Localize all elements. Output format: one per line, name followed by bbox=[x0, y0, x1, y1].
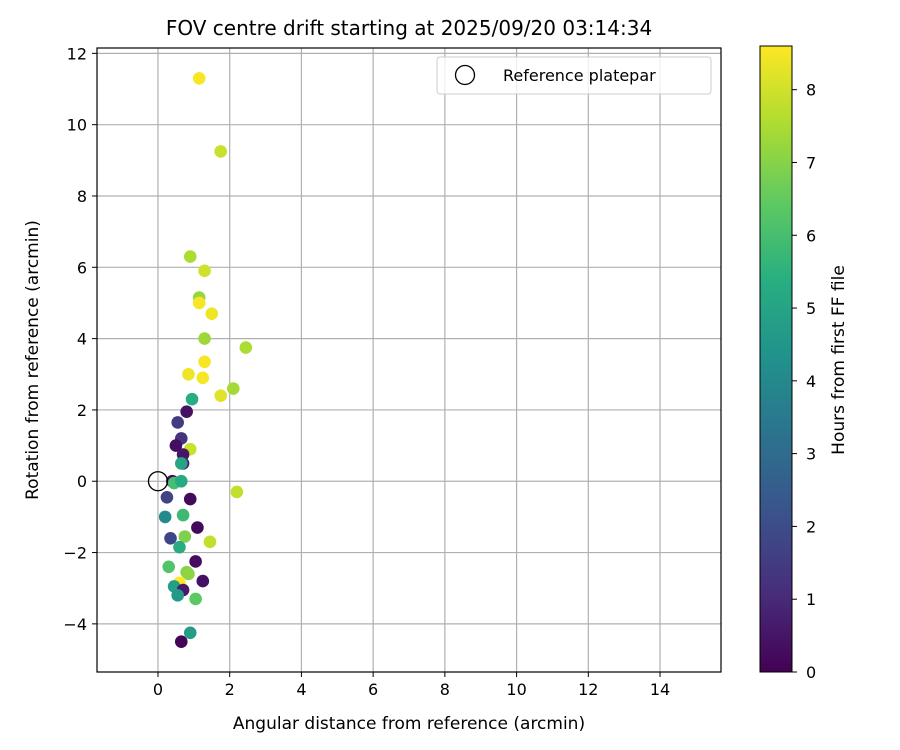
data-point bbox=[226, 382, 240, 395]
data-point bbox=[189, 592, 202, 606]
data-point bbox=[176, 508, 190, 522]
data-point bbox=[174, 457, 188, 470]
data-point bbox=[203, 535, 217, 549]
x-tick-label: 4 bbox=[296, 680, 306, 699]
y-tick-label: 10 bbox=[67, 116, 87, 135]
colorbar-tick-label: 1 bbox=[806, 590, 816, 609]
data-point bbox=[189, 555, 202, 568]
reference-platepar-marker bbox=[147, 471, 169, 492]
colorbar-label: Hours from first FF file bbox=[829, 265, 849, 455]
data-point bbox=[198, 264, 211, 278]
data-point bbox=[182, 567, 195, 581]
y-tick-label: 12 bbox=[67, 44, 87, 63]
data-point bbox=[198, 332, 211, 345]
x-tick-label: 10 bbox=[506, 680, 526, 699]
data-point bbox=[169, 439, 183, 452]
colorbar-ticks: 0 1 2 3 4 5 6 7 8 bbox=[792, 81, 816, 682]
data-point bbox=[205, 307, 219, 320]
colorbar-tick-label: 2 bbox=[806, 517, 816, 536]
colorbar-tick-label: 4 bbox=[806, 372, 816, 391]
data-point bbox=[196, 371, 210, 385]
scatter-points bbox=[147, 72, 253, 648]
colorbar-tick-label: 0 bbox=[806, 663, 816, 682]
y-axis-label: Rotation from reference (arcmin) bbox=[23, 220, 43, 500]
y-tick-label: 0 bbox=[77, 472, 87, 491]
data-point bbox=[214, 389, 228, 402]
y-axis-ticks: −4 −2 0 2 4 6 8 10 12 bbox=[63, 44, 97, 634]
legend-label-reference: Reference platepar bbox=[503, 66, 656, 85]
x-tick-label: 8 bbox=[440, 680, 450, 699]
data-point bbox=[192, 296, 206, 310]
y-tick-label: 4 bbox=[77, 330, 87, 349]
legend-marker-reference bbox=[454, 64, 476, 86]
data-point bbox=[178, 530, 192, 543]
grid bbox=[97, 48, 721, 672]
colorbar: 0 1 2 3 4 5 6 7 8 Hours from first FF file bbox=[759, 45, 849, 682]
data-point bbox=[214, 145, 228, 158]
legend-box bbox=[436, 56, 712, 95]
data-point bbox=[174, 474, 188, 488]
y-tick-label: −4 bbox=[63, 615, 87, 634]
colorbar-tick-label: 5 bbox=[806, 299, 816, 318]
data-point bbox=[173, 540, 186, 554]
x-tick-label: 2 bbox=[225, 680, 235, 699]
x-tick-label: 14 bbox=[650, 680, 670, 699]
data-point bbox=[196, 574, 210, 588]
data-point bbox=[160, 490, 174, 504]
data-point bbox=[183, 250, 197, 263]
y-tick-label: 2 bbox=[77, 401, 87, 420]
x-tick-label: 12 bbox=[578, 680, 598, 699]
x-axis-ticks: 0 2 4 6 8 10 12 14 bbox=[153, 672, 670, 699]
data-point bbox=[164, 531, 177, 545]
data-point bbox=[171, 416, 184, 429]
data-point bbox=[198, 355, 211, 369]
chart-title: FOV centre drift starting at 2025/09/20 … bbox=[166, 16, 652, 40]
data-point bbox=[192, 72, 206, 85]
data-point bbox=[162, 560, 176, 574]
data-point bbox=[180, 405, 193, 419]
data-point bbox=[158, 510, 172, 524]
x-tick-label: 6 bbox=[368, 680, 378, 699]
data-point bbox=[183, 492, 197, 506]
x-axis-label: Angular distance from reference (arcmin) bbox=[233, 714, 585, 734]
y-tick-label: −2 bbox=[63, 544, 87, 563]
colorbar-gradient bbox=[759, 45, 793, 673]
data-point bbox=[183, 626, 197, 640]
data-point bbox=[191, 521, 204, 534]
y-tick-label: 6 bbox=[77, 258, 87, 277]
colorbar-tick-label: 3 bbox=[806, 445, 816, 464]
y-tick-label: 8 bbox=[77, 187, 87, 206]
data-point bbox=[239, 341, 253, 354]
colorbar-tick-label: 8 bbox=[806, 81, 816, 100]
legend: Reference platepar bbox=[436, 56, 712, 95]
data-point bbox=[174, 635, 188, 648]
plot-frame bbox=[96, 47, 722, 673]
colorbar-tick-label: 7 bbox=[806, 153, 816, 172]
data-point bbox=[182, 367, 195, 381]
data-point bbox=[230, 485, 244, 499]
data-point bbox=[171, 589, 184, 602]
data-point bbox=[185, 392, 199, 406]
x-tick-label: 0 bbox=[153, 680, 163, 699]
colorbar-tick-label: 6 bbox=[806, 226, 816, 245]
